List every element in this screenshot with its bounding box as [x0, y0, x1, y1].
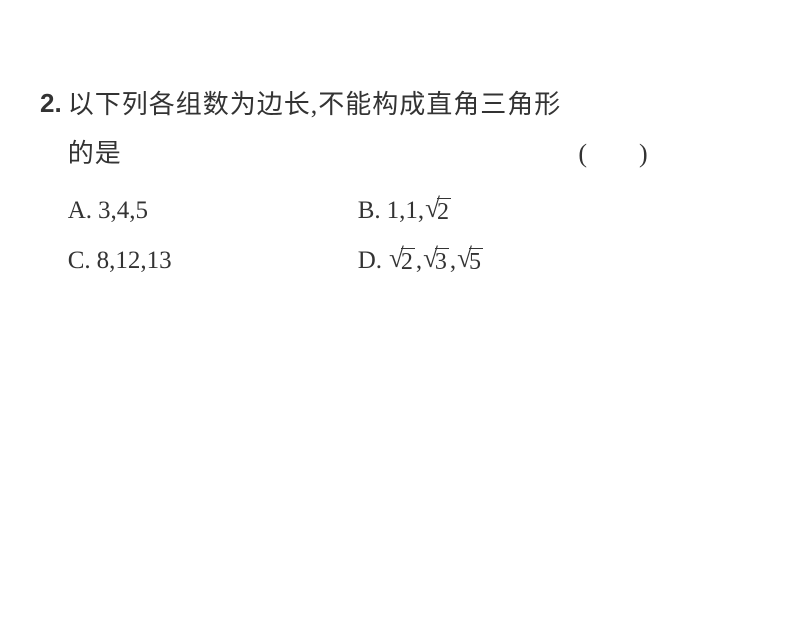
bracket-space [587, 139, 639, 168]
option-b-label: B. [358, 197, 381, 225]
option-a-label: A. [68, 197, 92, 225]
question-content: 以下列各组数为边长,不能构成直角三角形 的是 ( ) A. 3,4,5 B. [68, 80, 754, 298]
option-d: D. √ 2 , √ 3 , √ 5 [358, 247, 484, 275]
answer-bracket: ( ) [578, 139, 647, 169]
option-a: A. 3,4,5 [68, 197, 358, 225]
option-c-value: 8,12,13 [97, 247, 172, 275]
sqrt-sign-icon: √ [457, 245, 472, 272]
options-container: A. 3,4,5 B. 1,1, √ 2 C. [68, 197, 754, 276]
sqrt-b-1: √ 2 [425, 197, 451, 225]
sqrt-sign-icon: √ [425, 195, 440, 222]
comma: , [450, 247, 456, 275]
question-text-line1: 以下列各组数为边长,不能构成直角三角形 [68, 80, 754, 129]
sqrt-d-2: √ 3 [423, 247, 449, 275]
sqrt-d-1: √ 2 [389, 247, 415, 275]
page-container: 2. 以下列各组数为边长,不能构成直角三角形 的是 ( ) A. 3,4,5 B [0, 0, 794, 338]
question-text-line2-container: 的是 ( ) [68, 129, 648, 178]
sqrt-sign-icon: √ [423, 245, 438, 272]
sqrt-sign-icon: √ [389, 245, 404, 272]
option-c: C. 8,12,13 [68, 247, 358, 275]
bracket-open: ( [578, 139, 587, 168]
option-c-label: C. [68, 247, 91, 275]
option-row-2: C. 8,12,13 D. √ 2 , √ 3 [68, 247, 754, 275]
option-b: B. 1,1, √ 2 [358, 197, 452, 225]
option-d-label: D. [358, 247, 382, 275]
question-text-line2: 的是 [68, 129, 122, 178]
option-b-prefix: 1,1, [387, 197, 425, 225]
question-number: 2. [40, 80, 62, 127]
comma: , [416, 247, 422, 275]
bracket-close: ) [639, 139, 648, 168]
question-block: 2. 以下列各组数为边长,不能构成直角三角形 的是 ( ) A. 3,4,5 B [40, 80, 754, 298]
sqrt-d-3: √ 5 [457, 247, 483, 275]
option-row-1: A. 3,4,5 B. 1,1, √ 2 [68, 197, 754, 225]
option-a-value: 3,4,5 [98, 197, 148, 225]
